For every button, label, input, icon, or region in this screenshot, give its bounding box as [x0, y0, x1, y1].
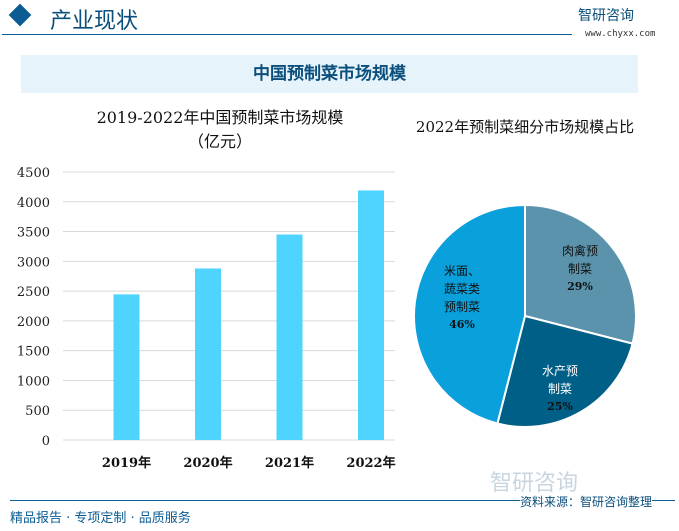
pie-chart	[413, 203, 637, 428]
pie-slice	[496, 314, 634, 428]
pie-slice-label: 水产预制菜	[541, 364, 578, 396]
y-tick-label: 3500	[17, 226, 50, 241]
bar	[358, 190, 384, 440]
y-tick-label: 500	[25, 404, 50, 419]
y-tick-label: 0	[42, 434, 50, 449]
pie-slice-label: 肉禽预制菜	[561, 244, 598, 276]
pie-chart-title: 2022年预制菜细分市场规模占比	[415, 118, 635, 136]
y-tick-label: 2500	[17, 285, 50, 300]
x-tick-label: 2022年	[346, 455, 395, 471]
pie-label-seafood: 水产预制菜 25%	[520, 362, 600, 416]
y-tick-label: 4500	[17, 166, 50, 181]
y-tick-label: 1000	[17, 374, 50, 389]
pie-slice	[524, 203, 637, 345]
bar	[195, 268, 221, 440]
pie-slice	[413, 203, 526, 425]
x-tick-label: 2020年	[183, 455, 232, 471]
bar	[276, 234, 303, 440]
pie-slice-label: 米面、蔬菜类预制菜	[443, 264, 480, 314]
watermark-logo: 智研咨询	[490, 471, 579, 496]
y-tick-label: 3000	[17, 255, 50, 270]
banner-title: 中国预制菜市场规模	[21, 55, 638, 93]
pie-label-meat: 肉禽预制菜 29%	[540, 242, 620, 296]
section-title: 产业现状	[50, 9, 139, 34]
source-note: 资料来源：智研咨询整理	[520, 493, 653, 510]
x-tick-label: 2019年	[102, 455, 151, 471]
brand-logo: 智研咨询	[578, 8, 634, 24]
bar-title-unit: （亿元）	[187, 132, 252, 151]
pie-label-rice-veg: 米面、蔬菜类预制菜 46%	[422, 262, 502, 334]
footer-slogan: 精品报告 · 专项定制 · 品质服务	[10, 511, 191, 526]
y-tick-label: 1500	[17, 345, 50, 360]
header-divider	[2, 34, 572, 35]
bar-chart: 0 500 1000 1500 2000 2500 3000 3500 4000 4500 2019…	[17, 166, 396, 471]
bar	[113, 294, 140, 440]
pie-value-label: 29%	[567, 280, 593, 293]
y-tick-label: 2000	[17, 315, 50, 330]
brand-url: www.chyxx.com	[585, 29, 656, 39]
bar-title-main: 2019-2022年中国预制菜市场规模	[96, 108, 344, 127]
pie-value-label: 46%	[449, 318, 475, 331]
pie-value-label: 25%	[547, 400, 573, 413]
x-tick-label: 2021年	[265, 455, 314, 471]
footer-divider	[10, 500, 675, 501]
bar-chart-title: 2019-2022年中国预制菜市场规模 （亿元）	[40, 106, 400, 154]
y-tick-label: 4000	[17, 196, 50, 211]
